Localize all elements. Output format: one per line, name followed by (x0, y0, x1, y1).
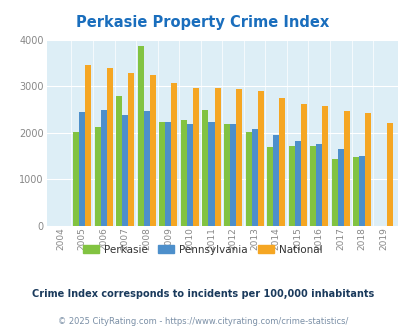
Bar (251, 129, 257, 226)
Bar (245, 132, 251, 226)
Bar (358, 156, 364, 226)
Bar (300, 104, 306, 226)
Bar (186, 124, 192, 226)
Bar (279, 98, 284, 226)
Bar (100, 111, 107, 226)
Bar (331, 159, 337, 226)
Text: Crime Index corresponds to incidents per 100,000 inhabitants: Crime Index corresponds to incidents per… (32, 289, 373, 299)
Bar (171, 83, 177, 226)
Bar (273, 135, 279, 226)
Bar (309, 146, 315, 226)
Bar (202, 110, 208, 226)
Bar (181, 120, 186, 226)
Bar (288, 146, 294, 226)
Bar (192, 88, 198, 226)
Bar (235, 89, 241, 226)
Legend: Perkasie, Pennsylvania, National: Perkasie, Pennsylvania, National (79, 241, 326, 259)
Bar (128, 73, 134, 226)
Bar (294, 141, 300, 226)
Bar (224, 124, 230, 226)
Bar (143, 112, 149, 226)
Bar (208, 122, 214, 226)
Bar (343, 111, 349, 226)
Bar (73, 132, 79, 226)
Bar (337, 149, 343, 226)
Bar (79, 112, 85, 226)
Bar (165, 122, 171, 226)
Text: Perkasie Property Crime Index: Perkasie Property Crime Index (76, 15, 329, 30)
Bar (266, 147, 273, 226)
Bar (149, 75, 156, 226)
Text: © 2025 CityRating.com - https://www.cityrating.com/crime-statistics/: © 2025 CityRating.com - https://www.city… (58, 317, 347, 326)
Bar (214, 88, 220, 226)
Bar (322, 106, 328, 226)
Bar (94, 127, 100, 226)
Bar (352, 157, 358, 226)
Bar (386, 123, 392, 226)
Bar (107, 69, 113, 226)
Bar (315, 144, 322, 226)
Bar (364, 113, 371, 226)
Bar (85, 65, 91, 226)
Bar (122, 115, 128, 226)
Bar (159, 122, 165, 226)
Bar (257, 91, 263, 226)
Bar (137, 46, 143, 226)
Bar (230, 124, 235, 226)
Bar (116, 96, 122, 226)
